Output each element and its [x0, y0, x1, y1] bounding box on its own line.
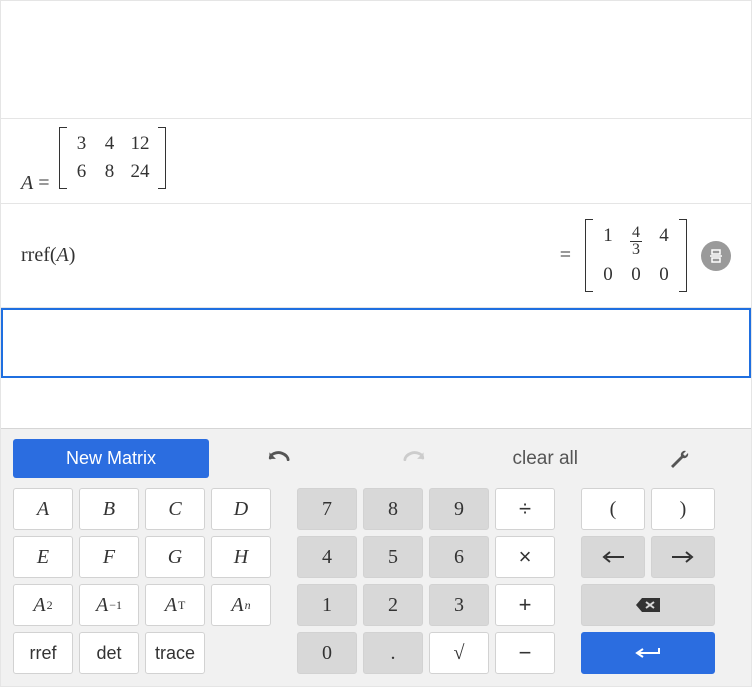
key-power-square[interactable]: A2 — [13, 584, 73, 626]
key-8[interactable]: 8 — [363, 488, 423, 530]
key-var-g[interactable]: G — [145, 536, 205, 578]
enter-icon — [633, 646, 663, 660]
key-det[interactable]: det — [79, 632, 139, 674]
result-matrix: 1434000 — [581, 219, 691, 292]
key-paren-open[interactable]: ( — [581, 488, 645, 530]
clear-all-button[interactable]: clear all — [484, 442, 607, 476]
key-1[interactable]: 1 — [297, 584, 357, 626]
key-3[interactable]: 3 — [429, 584, 489, 626]
matrix-cell: 43 — [629, 225, 643, 258]
key-var-f[interactable]: F — [79, 536, 139, 578]
definition-expression: A = 34126824 — [21, 127, 170, 195]
keypad-toolbar: New Matrix clear all — [13, 439, 739, 478]
input-row[interactable] — [1, 308, 751, 378]
undo-icon — [267, 448, 293, 468]
key-var-a[interactable]: A — [13, 488, 73, 530]
fraction-toggle-button[interactable] — [701, 241, 731, 271]
expression-rhs: = 1434000 — [560, 219, 731, 292]
matrix-cell: 0 — [629, 264, 643, 286]
history-row-definition[interactable]: A = 34126824 — [1, 119, 751, 204]
arrow-right-icon — [670, 550, 696, 564]
key-cursor-left[interactable] — [581, 536, 645, 578]
expression-lhs: rref(A) — [21, 244, 75, 267]
key-rref[interactable]: rref — [13, 632, 73, 674]
definition-matrix: 34 12 68 24 — [55, 127, 170, 189]
number-keys: 7 8 9 ÷ 4 5 6 × 1 2 3 + 0 . √ − — [297, 488, 561, 674]
key-4[interactable]: 4 — [297, 536, 357, 578]
key-backspace[interactable] — [581, 584, 715, 626]
key-subtract[interactable]: − — [495, 632, 555, 674]
key-6[interactable]: 6 — [429, 536, 489, 578]
key-paren-close[interactable]: ) — [651, 488, 715, 530]
key-dot[interactable]: . — [363, 632, 423, 674]
expression-func: rref — [21, 244, 50, 266]
key-2[interactable]: 2 — [363, 584, 423, 626]
key-var-h[interactable]: H — [211, 536, 271, 578]
matrix-cell: 0 — [657, 264, 671, 286]
matrix-cell: 4 — [103, 133, 117, 155]
key-sqrt[interactable]: √ — [429, 632, 489, 674]
key-divide[interactable]: ÷ — [495, 488, 555, 530]
key-5[interactable]: 5 — [363, 536, 423, 578]
undo-button[interactable] — [219, 442, 342, 476]
key-power-n[interactable]: An — [211, 584, 271, 626]
matrix-cell: 6 — [75, 161, 89, 183]
key-grid: A B C D E F G H A2 A−1 AT An rref det tr… — [13, 488, 739, 674]
matrix-cell: 24 — [131, 161, 150, 183]
arrow-left-icon — [600, 550, 626, 564]
key-empty — [211, 632, 271, 674]
wrench-icon — [665, 448, 691, 468]
key-9[interactable]: 9 — [429, 488, 489, 530]
fraction-icon — [709, 249, 723, 263]
variable-keys: A B C D E F G H A2 A−1 AT An rref det tr… — [13, 488, 277, 674]
redo-button — [352, 442, 475, 476]
key-enter[interactable] — [581, 632, 715, 674]
expression-arg: A — [57, 244, 69, 266]
matrix-cell: 12 — [131, 133, 150, 155]
redo-icon — [400, 448, 426, 468]
settings-button[interactable] — [617, 442, 740, 476]
matrix-cell: 3 — [75, 133, 89, 155]
keypad: New Matrix clear all A B C D E F G H A2 … — [1, 428, 751, 686]
key-power-inverse[interactable]: A−1 — [79, 584, 139, 626]
history-row-expression[interactable]: rref(A) = 1434000 — [1, 204, 751, 308]
definition-var: A — [21, 172, 33, 194]
matrix-cell: 8 — [103, 161, 117, 183]
key-cursor-right[interactable] — [651, 536, 715, 578]
key-trace[interactable]: trace — [145, 632, 205, 674]
backspace-icon — [634, 597, 662, 613]
history-panel: A = 34126824 rref(A) = 1434000 — [1, 1, 751, 378]
new-matrix-button[interactable]: New Matrix — [13, 439, 209, 478]
matrix-cell: 1 — [601, 225, 615, 258]
side-keys: ( ) — [581, 488, 721, 674]
key-var-b[interactable]: B — [79, 488, 139, 530]
key-7[interactable]: 7 — [297, 488, 357, 530]
key-multiply[interactable]: × — [495, 536, 555, 578]
key-var-e[interactable]: E — [13, 536, 73, 578]
key-add[interactable]: + — [495, 584, 555, 626]
matrix-cell: 0 — [601, 264, 615, 286]
key-0[interactable]: 0 — [297, 632, 357, 674]
key-transpose[interactable]: AT — [145, 584, 205, 626]
key-var-d[interactable]: D — [211, 488, 271, 530]
history-row-blank — [1, 1, 751, 119]
matrix-cell: 4 — [657, 225, 671, 258]
key-var-c[interactable]: C — [145, 488, 205, 530]
